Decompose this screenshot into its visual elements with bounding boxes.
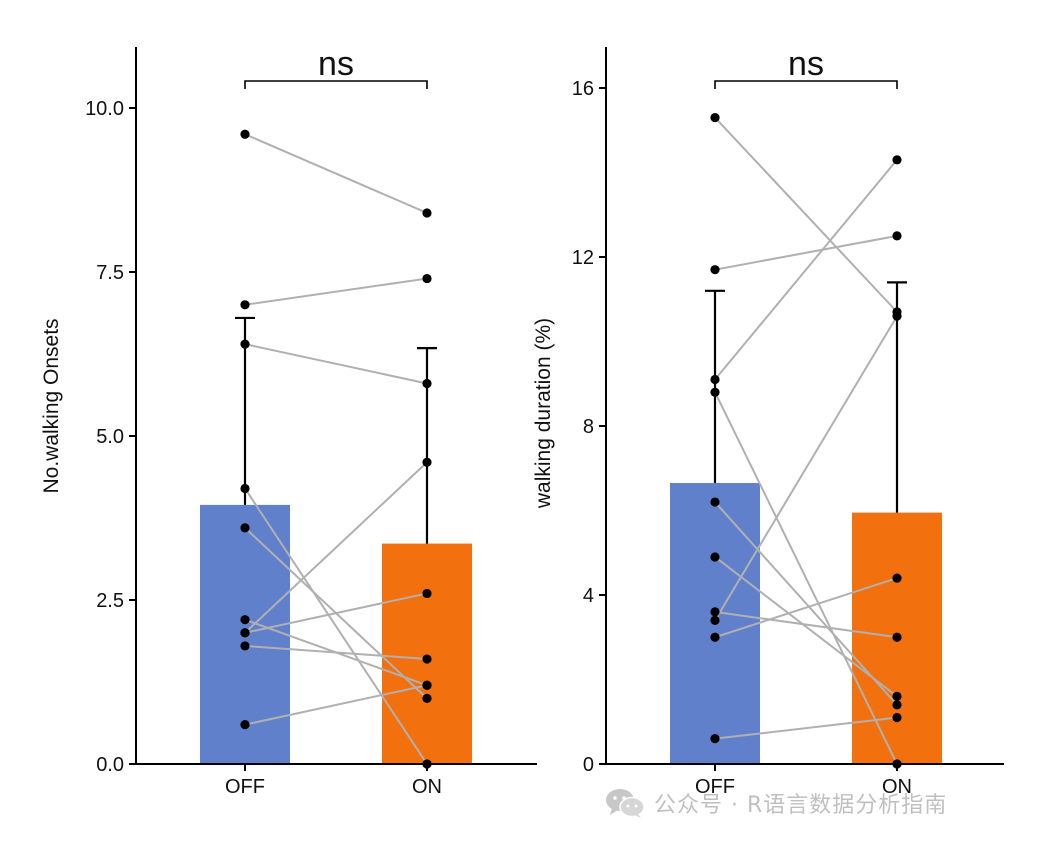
pair-line-5 [714,501,898,706]
point-on-3 [892,155,902,165]
point-off-8 [240,628,250,638]
point-on-8 [892,311,902,321]
significance-label: ns [788,45,824,83]
significance-label: ns [318,45,354,83]
significance-bracket: ns [244,45,428,89]
chart-panel-1: 0.0 2.5 5.0 7.5 10.0 OFF ON No.walking Onsets ns [40,45,537,798]
y-tick-label: 0 [583,754,594,776]
point-on-10 [422,680,432,690]
error-bar-off [705,289,725,484]
pair-line-2 [714,234,898,271]
x-tick-label-on: ON [882,776,912,798]
pair-line-1 [244,133,428,214]
pair-line-10 [714,716,898,740]
wechat-icon [606,789,645,818]
pair-line-10 [244,684,428,726]
bracket-line [714,80,898,89]
point-off-6 [240,615,250,625]
y-tick-label: 0.0 [96,754,124,776]
point-off-3 [710,374,720,385]
point-off-10 [710,734,720,744]
point-off-5 [710,497,720,507]
point-on-2 [892,231,902,241]
watermark-text: 公众号 · R语言数据分析指南 [654,793,948,818]
point-on-9 [892,573,902,583]
pair-line-6 [714,556,898,698]
x-tick-label-on: ON [412,776,442,798]
watermark: 公众号 · R语言数据分析指南 [604,786,947,820]
point-on-6 [892,691,902,702]
error-bar-off [235,316,255,505]
pair-line-4 [244,487,428,765]
x-tick-label-off: OFF [695,776,735,798]
y-tick-label: 7.5 [96,262,124,284]
y-tick-label: 10.0 [85,98,124,120]
point-off-2 [710,265,720,275]
pair-line-9 [714,577,898,639]
x-tick-label-off: OFF [225,776,265,798]
significance-bracket: ns [714,45,898,89]
y-tick-label: 4 [583,585,594,607]
pair-line-8 [714,315,898,621]
point-on-7 [892,632,902,642]
point-off-5 [240,523,250,533]
point-off-1 [710,112,720,123]
point-on-7 [422,457,432,467]
pair-line-8 [244,592,428,634]
point-on-3 [422,378,432,389]
y-tick-label: 2.5 [96,590,124,612]
point-off-9 [710,632,720,642]
point-on-5 [422,693,432,704]
y-tick-label: 12 [572,247,594,269]
point-on-8 [422,588,432,599]
pair-line-3 [244,343,428,385]
point-off-2 [240,300,250,310]
point-off-9 [240,641,250,651]
point-off-3 [240,339,250,349]
pair-line-3 [714,159,898,381]
point-off-6 [710,552,720,562]
pair-line-9 [244,644,428,661]
pair-line-4 [714,391,898,765]
point-off-7 [710,607,720,617]
bar-on [382,543,472,764]
point-on-2 [422,273,432,284]
bracket-line [244,80,428,89]
point-off-1 [240,129,250,139]
y-tick-label: 16 [572,78,594,100]
y-tick-label: 5.0 [96,426,124,448]
error-bar-on [417,346,437,544]
chart-panel-2: 0 4 8 12 16 OFF ON walking duration (%) ns [532,45,1004,798]
point-off-10 [240,720,250,730]
pair-line-2 [244,277,428,306]
point-on-5 [892,700,902,710]
pair-line-1 [714,116,898,313]
point-off-8 [710,615,720,625]
y-tick-label: 8 [583,416,594,438]
pair-line-7 [244,461,428,634]
y-axis-title: No.walking Onsets [40,318,63,493]
point-on-1 [422,208,432,218]
y-axis-title: walking duration (%) [532,318,555,509]
point-on-10 [892,712,902,723]
point-off-4 [240,483,250,494]
pair-line-7 [714,610,898,639]
point-off-4 [710,387,720,397]
point-on-9 [422,654,432,664]
